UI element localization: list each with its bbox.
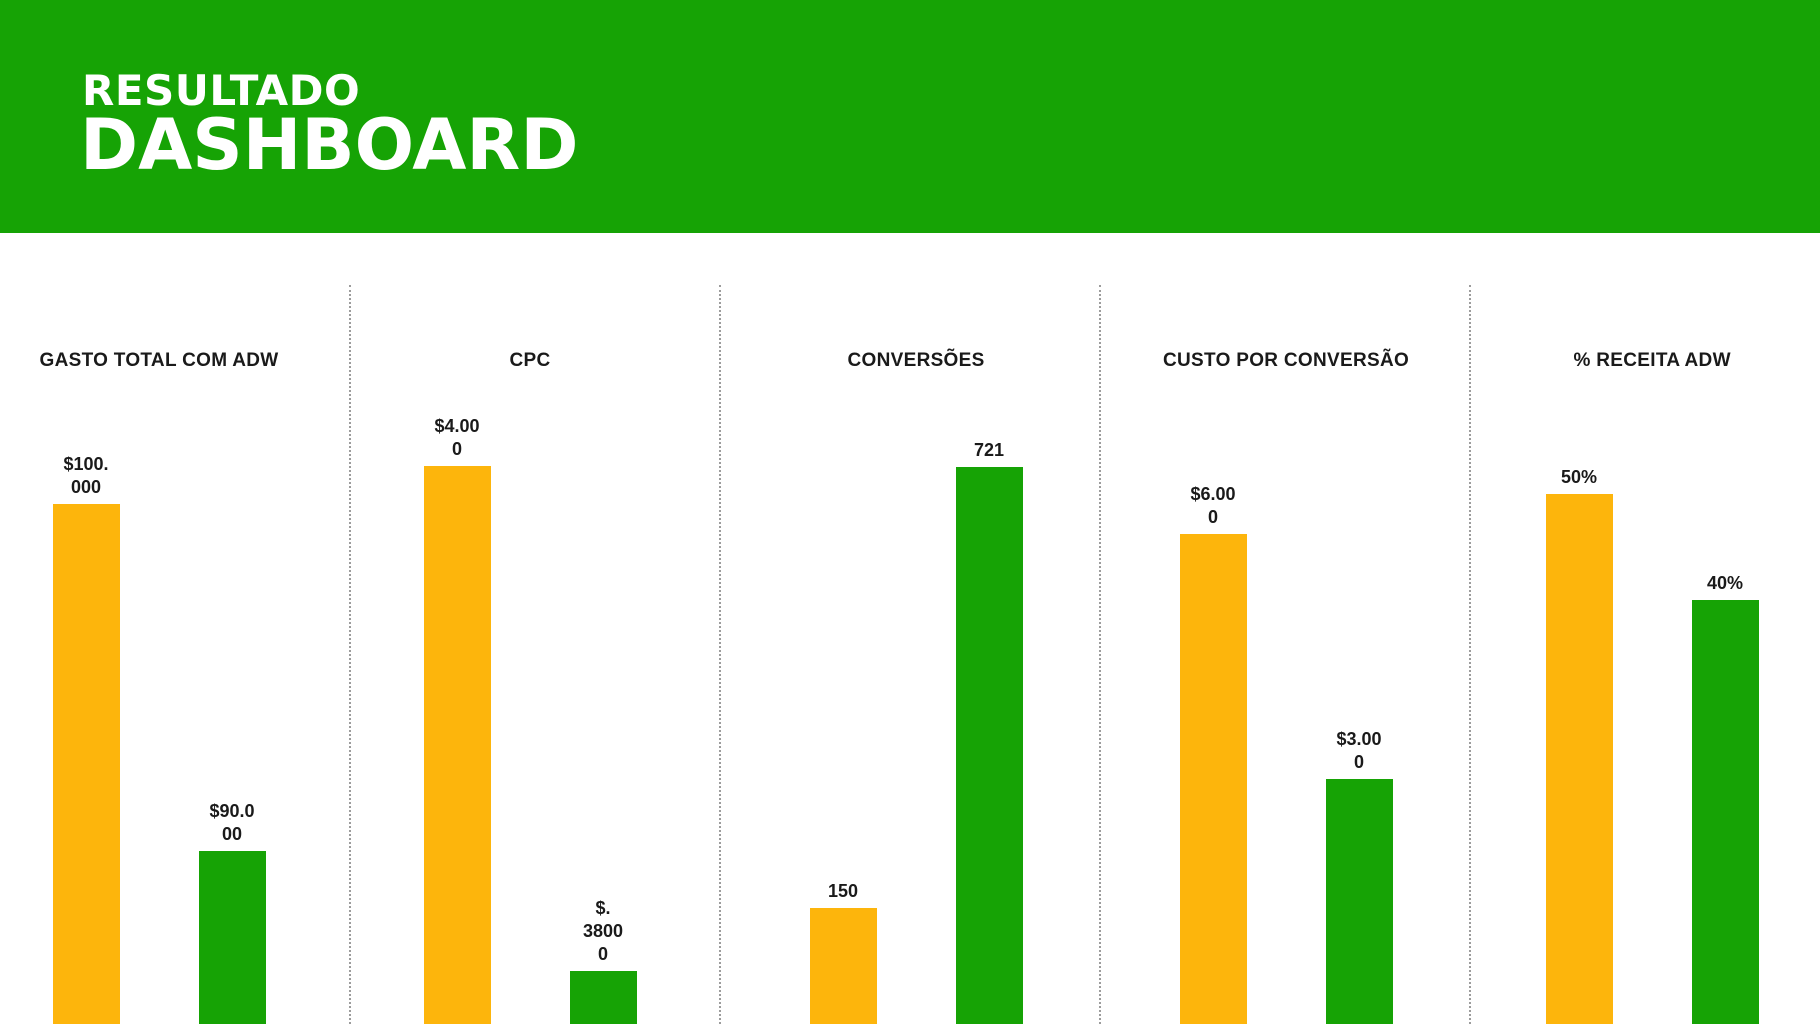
chart-title: CONVERSÕES <box>847 350 985 371</box>
data-label: $3.00 0 <box>1314 728 1404 774</box>
chart-bar <box>198 850 266 1024</box>
data-label: 50% <box>1534 466 1624 489</box>
chart-bar <box>52 504 120 1024</box>
data-label-line: 000 <box>70 477 102 497</box>
data-label-line: 0 <box>1353 751 1364 772</box>
header-banner: RESULTADO DASHBOARD <box>0 0 1820 233</box>
data-label: 40% <box>1680 572 1770 595</box>
data-label-line: $. <box>595 897 611 918</box>
panel-divider <box>719 285 721 1024</box>
data-label-line: 50% <box>1560 467 1598 488</box>
data-label-line: 3800 <box>582 920 624 941</box>
panel-divider <box>1099 285 1101 1024</box>
chart-bar <box>569 970 637 1024</box>
chart-title: CUSTO POR CONVERSÃO <box>1163 350 1410 371</box>
chart-bar <box>809 908 877 1024</box>
data-label: 150 <box>798 880 888 903</box>
data-label-line: 0 <box>1207 506 1218 527</box>
data-label: $100. 000 <box>41 453 131 499</box>
data-label: $. 3800 0 <box>558 897 648 966</box>
panel-divider <box>349 285 351 1024</box>
data-label-line: $4.00 <box>434 415 480 436</box>
data-label-line: $6.00 <box>1190 483 1236 504</box>
chart-title: % RECEITA ADW <box>1573 350 1731 371</box>
data-label-line: 40% <box>1706 573 1744 594</box>
data-label-line: $90.0 <box>209 800 255 821</box>
header-title: DASHBOARD <box>80 104 579 186</box>
chart-bar <box>1179 533 1247 1024</box>
chart-bar <box>1545 494 1613 1024</box>
data-label: 721 <box>944 439 1034 462</box>
data-label-line: 00 <box>221 823 243 844</box>
panel-divider <box>1469 285 1471 1024</box>
chart-bar <box>955 466 1023 1024</box>
chart-bar <box>1325 778 1393 1024</box>
header-subtitle: RESULTADO <box>82 66 361 115</box>
chart-bar <box>1691 600 1759 1024</box>
data-label: $6.00 0 <box>1168 483 1258 529</box>
data-label: $4.00 0 <box>412 415 502 461</box>
data-label-line: 721 <box>973 439 1005 460</box>
data-label: $90.0 00 <box>187 800 277 846</box>
data-label-line: 150 <box>827 881 859 902</box>
data-label-line: 0 <box>597 943 608 964</box>
chart-bar <box>423 465 491 1024</box>
data-label-line: $3.00 <box>1336 728 1382 749</box>
data-label-line: $100. <box>63 454 109 474</box>
chart-title: CPC <box>509 350 551 371</box>
data-label-line: 0 <box>451 438 462 459</box>
chart-title: GASTO TOTAL COM ADW <box>39 350 279 371</box>
